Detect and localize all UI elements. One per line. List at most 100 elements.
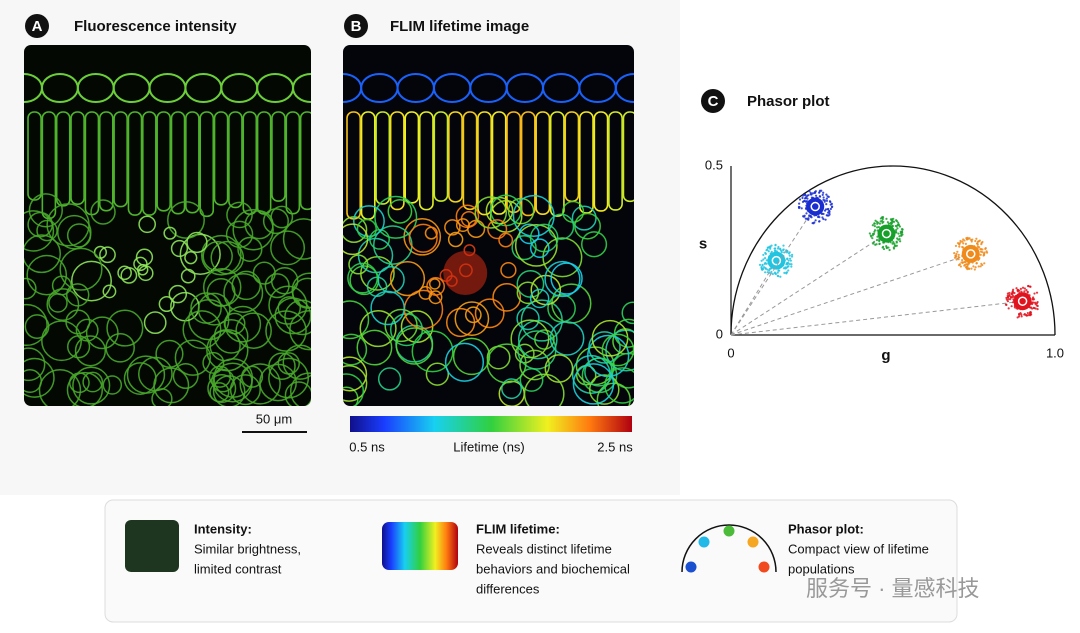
cluster-dot	[818, 220, 821, 223]
cell	[580, 231, 608, 258]
cluster-dot	[982, 254, 985, 257]
cell	[549, 321, 585, 356]
cluster-dot	[806, 197, 809, 200]
palisade-cell	[462, 111, 478, 211]
guide-line	[730, 233, 887, 336]
palisade-cell	[199, 111, 215, 218]
cell	[138, 215, 157, 234]
cluster-dot	[896, 227, 899, 230]
cluster-dot	[816, 215, 820, 219]
cluster-dot	[964, 261, 967, 264]
cell	[268, 352, 296, 380]
cluster-dot	[895, 220, 899, 223]
cell	[377, 367, 402, 391]
palisade-cell	[520, 111, 536, 217]
intensity-image	[24, 45, 311, 406]
cell	[550, 262, 583, 295]
cell	[270, 230, 306, 266]
palisade-cell	[70, 111, 85, 206]
cluster-dot	[768, 267, 771, 271]
cluster-dot	[898, 237, 901, 241]
cluster-dot	[885, 217, 888, 220]
cluster-dot	[818, 191, 821, 194]
cell	[126, 355, 166, 394]
cell	[454, 301, 490, 336]
legend-text: populations	[788, 561, 855, 576]
cluster-dot	[1019, 287, 1023, 290]
cluster-dot	[825, 193, 828, 196]
cluster-dot	[968, 237, 971, 240]
cell	[179, 233, 221, 275]
icon-dot	[685, 561, 697, 573]
cell	[99, 246, 116, 264]
cluster-dot	[873, 222, 876, 225]
cell	[59, 247, 103, 291]
cluster-dot	[1032, 298, 1036, 301]
cluster-dot	[825, 214, 828, 217]
cell	[289, 372, 311, 406]
cell	[82, 371, 104, 393]
cluster-dot	[981, 263, 984, 267]
palisade-cell	[256, 111, 272, 215]
cell	[28, 193, 63, 228]
cell	[282, 344, 311, 380]
point	[1017, 296, 1028, 306]
cluster-dot	[960, 261, 963, 264]
cluster-dot	[787, 265, 790, 268]
cluster-dot	[973, 268, 976, 271]
cluster-dot	[1023, 312, 1026, 316]
cluster-dot	[1029, 311, 1032, 314]
phasor-plot: 0 0.5 0 1.0 g s	[699, 157, 1064, 364]
cell	[223, 312, 246, 335]
cell	[74, 335, 107, 367]
cluster-dot	[788, 251, 791, 254]
cluster-dot	[976, 243, 979, 246]
cell	[182, 310, 222, 350]
cluster-dot	[1023, 287, 1026, 290]
cell	[428, 278, 441, 290]
cell	[208, 365, 232, 388]
cluster-dot	[788, 254, 791, 257]
cell	[512, 194, 555, 237]
legend-box	[104, 499, 958, 623]
cluster-dot	[900, 231, 903, 234]
cluster-dot	[760, 259, 763, 262]
cell	[356, 218, 377, 240]
cell	[168, 284, 188, 304]
cell	[282, 218, 311, 260]
cluster-dot	[876, 226, 879, 229]
legend-text: Compact view of lifetime	[788, 541, 929, 556]
cluster-dot	[1029, 306, 1032, 309]
cluster-dot	[785, 272, 788, 275]
cluster-dot	[774, 243, 777, 246]
cell	[455, 218, 470, 233]
cluster-dot	[1036, 308, 1039, 311]
cluster-dot	[771, 272, 774, 276]
cluster-dot	[776, 247, 780, 250]
cluster-dot	[781, 248, 785, 252]
cluster-dot	[892, 241, 895, 244]
cell	[167, 200, 205, 239]
cluster-dot	[770, 250, 773, 253]
cell	[411, 330, 454, 373]
cell	[284, 299, 311, 336]
cluster-dot	[878, 242, 881, 246]
cell	[26, 254, 68, 296]
cluster-dot	[1034, 307, 1037, 310]
cell	[516, 281, 540, 305]
cell	[65, 283, 90, 307]
palisade-cell	[142, 111, 157, 216]
palisade-cell	[55, 111, 71, 207]
colorbar-label: Lifetime (ns)	[453, 439, 525, 454]
cell	[486, 343, 527, 384]
cell	[588, 374, 620, 405]
cell	[544, 354, 574, 383]
palisade-cell	[170, 111, 186, 215]
colorbar	[350, 416, 632, 432]
cluster-dot	[770, 270, 773, 274]
cluster-dot	[967, 267, 970, 270]
cell	[51, 275, 72, 296]
cluster-dot	[1026, 311, 1029, 315]
cell	[445, 307, 476, 338]
cluster-dot	[769, 247, 772, 250]
